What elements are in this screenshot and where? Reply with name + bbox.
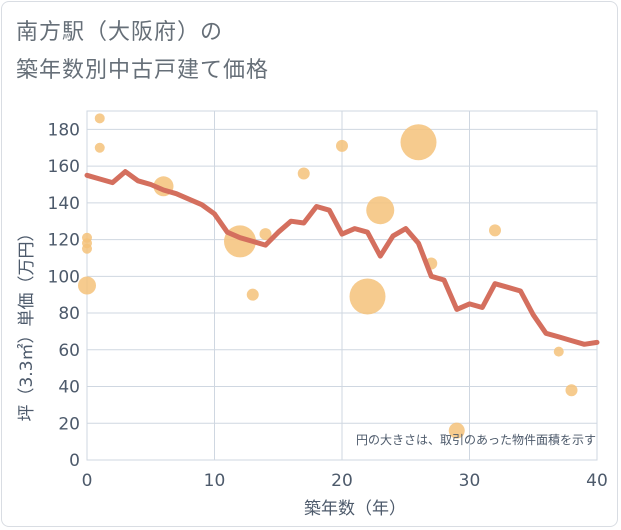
data-bubble xyxy=(246,288,259,301)
data-bubble xyxy=(400,124,437,161)
y-tick-label: 140 xyxy=(48,194,80,214)
data-bubble xyxy=(448,422,465,439)
line-series xyxy=(84,169,600,347)
y-tick-label: 0 xyxy=(69,451,80,471)
y-tick-label: 40 xyxy=(58,378,80,398)
data-bubble xyxy=(297,167,310,180)
y-axis-label: 坪（3.3㎡）単価（万円） xyxy=(17,224,37,421)
data-bubble xyxy=(336,139,348,152)
chart-title-line1: 南方駅（大阪府）の xyxy=(16,20,224,45)
y-axis-ticks: 0 20 40 60 80 100 120 140 160 180 xyxy=(48,120,80,471)
data-bubble xyxy=(366,196,395,225)
y-tick-label: 180 xyxy=(48,120,80,140)
data-bubble xyxy=(553,346,564,357)
y-tick-label: 80 xyxy=(58,304,80,324)
data-bubble xyxy=(349,278,386,315)
y-tick-label: 160 xyxy=(48,157,80,177)
chart-title-line2: 築年数別中古戸建て価格 xyxy=(16,58,270,83)
data-bubble xyxy=(565,384,578,397)
y-tick-label: 100 xyxy=(48,267,80,287)
bubble-size-annotation: 円の大きさは、取引のあった物件面積を示す xyxy=(356,432,596,447)
x-tick-label: 10 xyxy=(204,471,226,491)
data-bubble xyxy=(489,224,501,237)
data-bubble xyxy=(94,113,105,124)
x-tick-label: 20 xyxy=(331,471,353,491)
x-tick-label: 0 xyxy=(82,471,93,491)
y-tick-label: 60 xyxy=(58,341,80,361)
grid-lines xyxy=(86,110,598,461)
x-tick-label: 40 xyxy=(586,471,608,491)
data-bubble xyxy=(82,243,92,254)
data-bubble xyxy=(259,228,272,241)
data-bubble xyxy=(94,142,105,153)
y-tick-label: 120 xyxy=(48,231,80,251)
y-tick-label: 20 xyxy=(58,414,80,434)
x-tick-label: 30 xyxy=(459,471,481,491)
average-price-line xyxy=(84,169,600,347)
x-axis-ticks: 0 10 20 30 40 xyxy=(82,471,608,491)
data-bubble xyxy=(78,276,96,295)
x-axis-label: 築年数（年） xyxy=(304,499,406,519)
